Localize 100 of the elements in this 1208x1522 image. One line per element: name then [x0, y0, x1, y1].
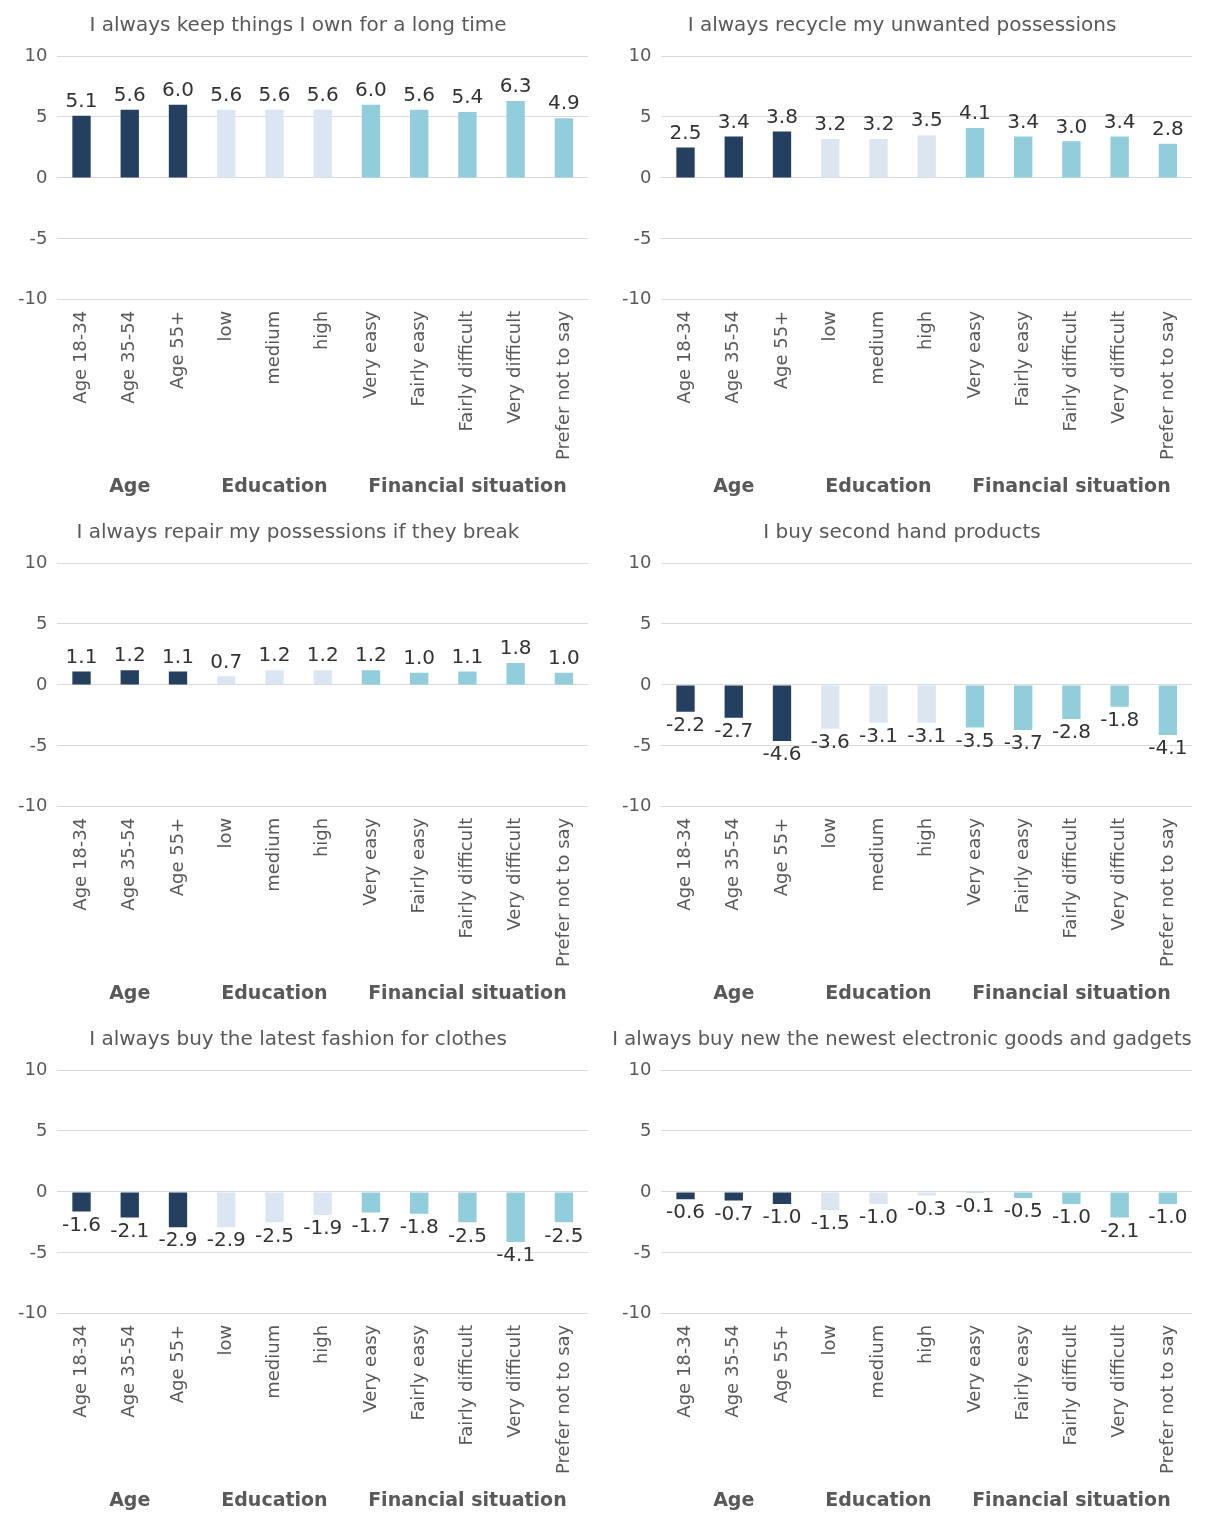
data-label: 2.8	[1151, 115, 1184, 140]
bar	[724, 136, 743, 178]
data-label: -2.1	[1100, 1217, 1140, 1242]
data-label: 5.4	[451, 84, 484, 109]
x-tick-label: Very easy	[962, 817, 984, 906]
x-tick-label: Fairly difficult	[1059, 817, 1081, 939]
text: Age	[713, 1488, 755, 1511]
x-tick-label: low	[213, 1324, 235, 1356]
x-tick-label: Prefer not to say	[1155, 310, 1177, 460]
x-tick-label: Very difficult	[503, 1324, 525, 1438]
y-tick-label: 0	[639, 672, 652, 694]
text: Age	[713, 981, 755, 1004]
data-label: 3.5	[910, 107, 943, 132]
text: Age	[109, 1488, 151, 1511]
x-tick-label: medium	[866, 817, 888, 892]
x-tick-label: low	[817, 1324, 839, 1356]
x-tick-label: high	[914, 817, 936, 858]
y-tick-label: 10	[628, 550, 652, 572]
x-tick-label: Age 55+	[165, 1324, 187, 1404]
data-label: -1.7	[351, 1212, 391, 1237]
y-tick-label: -5	[633, 226, 652, 248]
bar	[217, 109, 236, 178]
data-label: 5.6	[258, 81, 291, 106]
y-tick-label: 10	[24, 1057, 48, 1079]
data-label: -1.8	[399, 1214, 439, 1239]
data-label: -1.6	[62, 1211, 102, 1236]
x-tick-label: low	[213, 310, 235, 342]
text: Education	[825, 981, 932, 1004]
y-tick-label: 10	[628, 43, 652, 65]
y-tick-label: -10	[17, 794, 48, 816]
x-tick-label: Age 18-34	[673, 310, 695, 404]
x-tick-label: Very easy	[358, 310, 380, 399]
data-label: -2.5	[254, 1222, 294, 1247]
bar	[554, 118, 574, 178]
text: Education	[825, 1488, 932, 1511]
bar	[506, 662, 525, 685]
x-tick-label: high	[310, 817, 332, 858]
y-tick-label: 0	[35, 672, 48, 694]
data-label: 3.4	[1103, 108, 1136, 133]
x-tick-label: Age 35-54	[117, 1324, 139, 1418]
chart-title: I always recycle my unwanted possessions	[687, 12, 1117, 37]
bar	[554, 672, 574, 685]
x-tick-label: high	[914, 310, 936, 351]
y-tick-label: 5	[639, 1118, 652, 1140]
data-label: 0.7	[210, 648, 243, 673]
x-tick-label: Fairly difficult	[455, 817, 477, 939]
data-label: -2.2	[666, 711, 706, 736]
x-tick-label: medium	[866, 1324, 888, 1399]
data-label: -2.5	[447, 1222, 487, 1247]
bar	[361, 670, 381, 685]
chart-title: I always buy new the newest electronic goods and gadgets	[612, 1027, 1192, 1051]
text: Education	[221, 981, 328, 1004]
data-label: 1.1	[451, 643, 484, 668]
y-tick-label: 5	[35, 104, 48, 126]
bar	[120, 109, 139, 178]
x-tick-label: Fairly difficult	[455, 310, 477, 432]
x-tick-label: high	[310, 1324, 332, 1365]
data-label: -2.5	[544, 1222, 584, 1247]
chart-title: I always repair my possessions if they break	[76, 519, 520, 544]
data-label: -1.0	[1051, 1204, 1091, 1229]
data-label: -4.1	[496, 1242, 536, 1267]
y-tick-label: -5	[29, 1240, 48, 1262]
data-label: -3.1	[907, 722, 947, 747]
x-tick-label: low	[213, 817, 235, 849]
y-tick-label: 0	[639, 165, 652, 187]
x-tick-label: Very difficult	[1107, 1324, 1129, 1438]
data-label: 1.1	[162, 643, 194, 668]
x-tick-label: Age 55+	[769, 817, 791, 897]
data-label: 1.2	[113, 642, 146, 667]
x-tick-label: Very difficult	[503, 310, 525, 424]
data-label: -1.0	[762, 1204, 802, 1229]
y-tick-label: 0	[639, 1179, 652, 1201]
x-tick-label: Fairly difficult	[1059, 1324, 1081, 1446]
x-tick-label: Fairly easy	[1010, 817, 1032, 914]
data-label: -1.8	[1100, 707, 1140, 732]
y-tick-label: 5	[639, 104, 652, 126]
x-tick-label: Age 55+	[769, 1324, 791, 1404]
data-label: -1.0	[858, 1204, 898, 1229]
x-tick-label: Age 55+	[769, 310, 791, 390]
x-tick-label: Age 35-54	[117, 817, 139, 911]
data-label: -3.7	[1003, 730, 1043, 755]
bar	[1158, 143, 1178, 178]
text: Financial situation	[368, 981, 567, 1004]
data-label: -2.1	[110, 1217, 150, 1242]
bar	[458, 671, 477, 685]
text: Age	[109, 981, 151, 1004]
y-tick-label: -10	[17, 287, 48, 309]
data-label: 3.4	[1007, 108, 1040, 133]
data-label: -2.8	[1051, 719, 1091, 744]
x-tick-label: Fairly difficult	[1059, 310, 1081, 432]
x-tick-label: Age 18-34	[673, 1324, 695, 1418]
text: Age	[109, 474, 151, 497]
data-label: 5.6	[403, 81, 436, 106]
x-tick-label: high	[914, 1324, 936, 1365]
data-label: -2.7	[714, 718, 754, 743]
bar	[965, 127, 985, 178]
x-tick-label: Very difficult	[503, 817, 525, 931]
data-label: 1.2	[258, 642, 291, 667]
x-tick-label: medium	[262, 1324, 284, 1399]
data-label: 6.3	[499, 73, 532, 98]
